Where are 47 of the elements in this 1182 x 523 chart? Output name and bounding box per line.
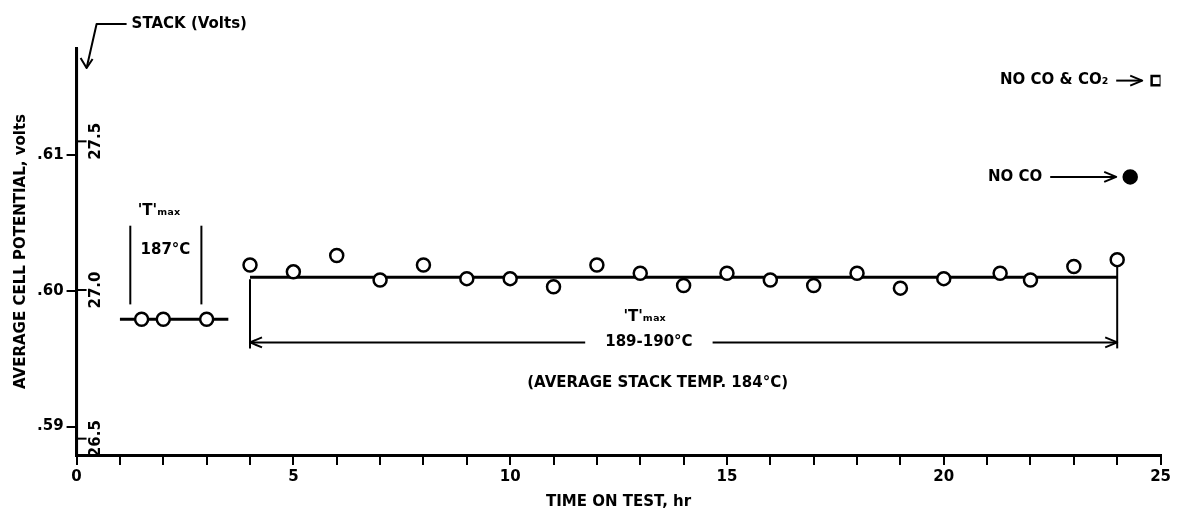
point bbox=[545, 279, 562, 295]
y-tick-label: .59 bbox=[36, 416, 64, 435]
point bbox=[632, 265, 648, 281]
x-tick-label: 25 bbox=[1150, 466, 1171, 485]
x-axis-title: TIME ON TEST, hr bbox=[546, 491, 692, 510]
point bbox=[415, 257, 432, 273]
point bbox=[155, 311, 172, 328]
x-tick-label: 0 bbox=[71, 466, 82, 485]
x-tick-label: 10 bbox=[499, 466, 521, 485]
annotation: 'T'ₘₐₓ bbox=[137, 200, 181, 219]
point bbox=[1150, 74, 1161, 87]
point bbox=[1022, 272, 1039, 288]
y2-tick-label: 27.5 bbox=[86, 122, 105, 160]
point bbox=[459, 270, 475, 287]
point bbox=[849, 265, 865, 281]
x-tick-label: 20 bbox=[933, 466, 955, 485]
y-axis-title: AVERAGE CELL POTENTIAL, volts bbox=[10, 113, 29, 389]
point bbox=[805, 277, 822, 294]
annotation: 189-190°C bbox=[605, 332, 693, 351]
x-tick-label: 15 bbox=[716, 466, 738, 485]
y-tick-label: .61 bbox=[36, 145, 64, 164]
legend-label: NO CO & CO₂ bbox=[1000, 70, 1109, 89]
point bbox=[372, 272, 388, 288]
point bbox=[719, 265, 735, 281]
point bbox=[198, 311, 215, 328]
annotation: 187°C bbox=[140, 240, 191, 259]
point bbox=[242, 257, 258, 273]
y-tick-label: .60 bbox=[36, 280, 64, 299]
y2-axis-title: STACK (Volts) bbox=[131, 13, 247, 32]
legend-label: NO CO bbox=[987, 166, 1043, 185]
x-tick-label: 5 bbox=[288, 466, 299, 485]
point bbox=[1122, 169, 1138, 185]
annotation: 'T'ₘₐₓ bbox=[623, 306, 667, 325]
point bbox=[502, 270, 518, 287]
y2-tick-label: 27.0 bbox=[86, 271, 105, 309]
point bbox=[675, 277, 692, 294]
point bbox=[992, 265, 1008, 281]
point bbox=[1109, 251, 1125, 268]
point bbox=[892, 280, 909, 296]
point bbox=[1066, 258, 1082, 275]
point bbox=[133, 311, 150, 328]
point bbox=[589, 257, 605, 273]
point bbox=[936, 270, 952, 287]
point bbox=[285, 264, 302, 280]
point bbox=[762, 272, 779, 288]
point bbox=[328, 247, 345, 264]
annotation: (AVERAGE STACK TEMP. 184°C) bbox=[527, 372, 789, 391]
